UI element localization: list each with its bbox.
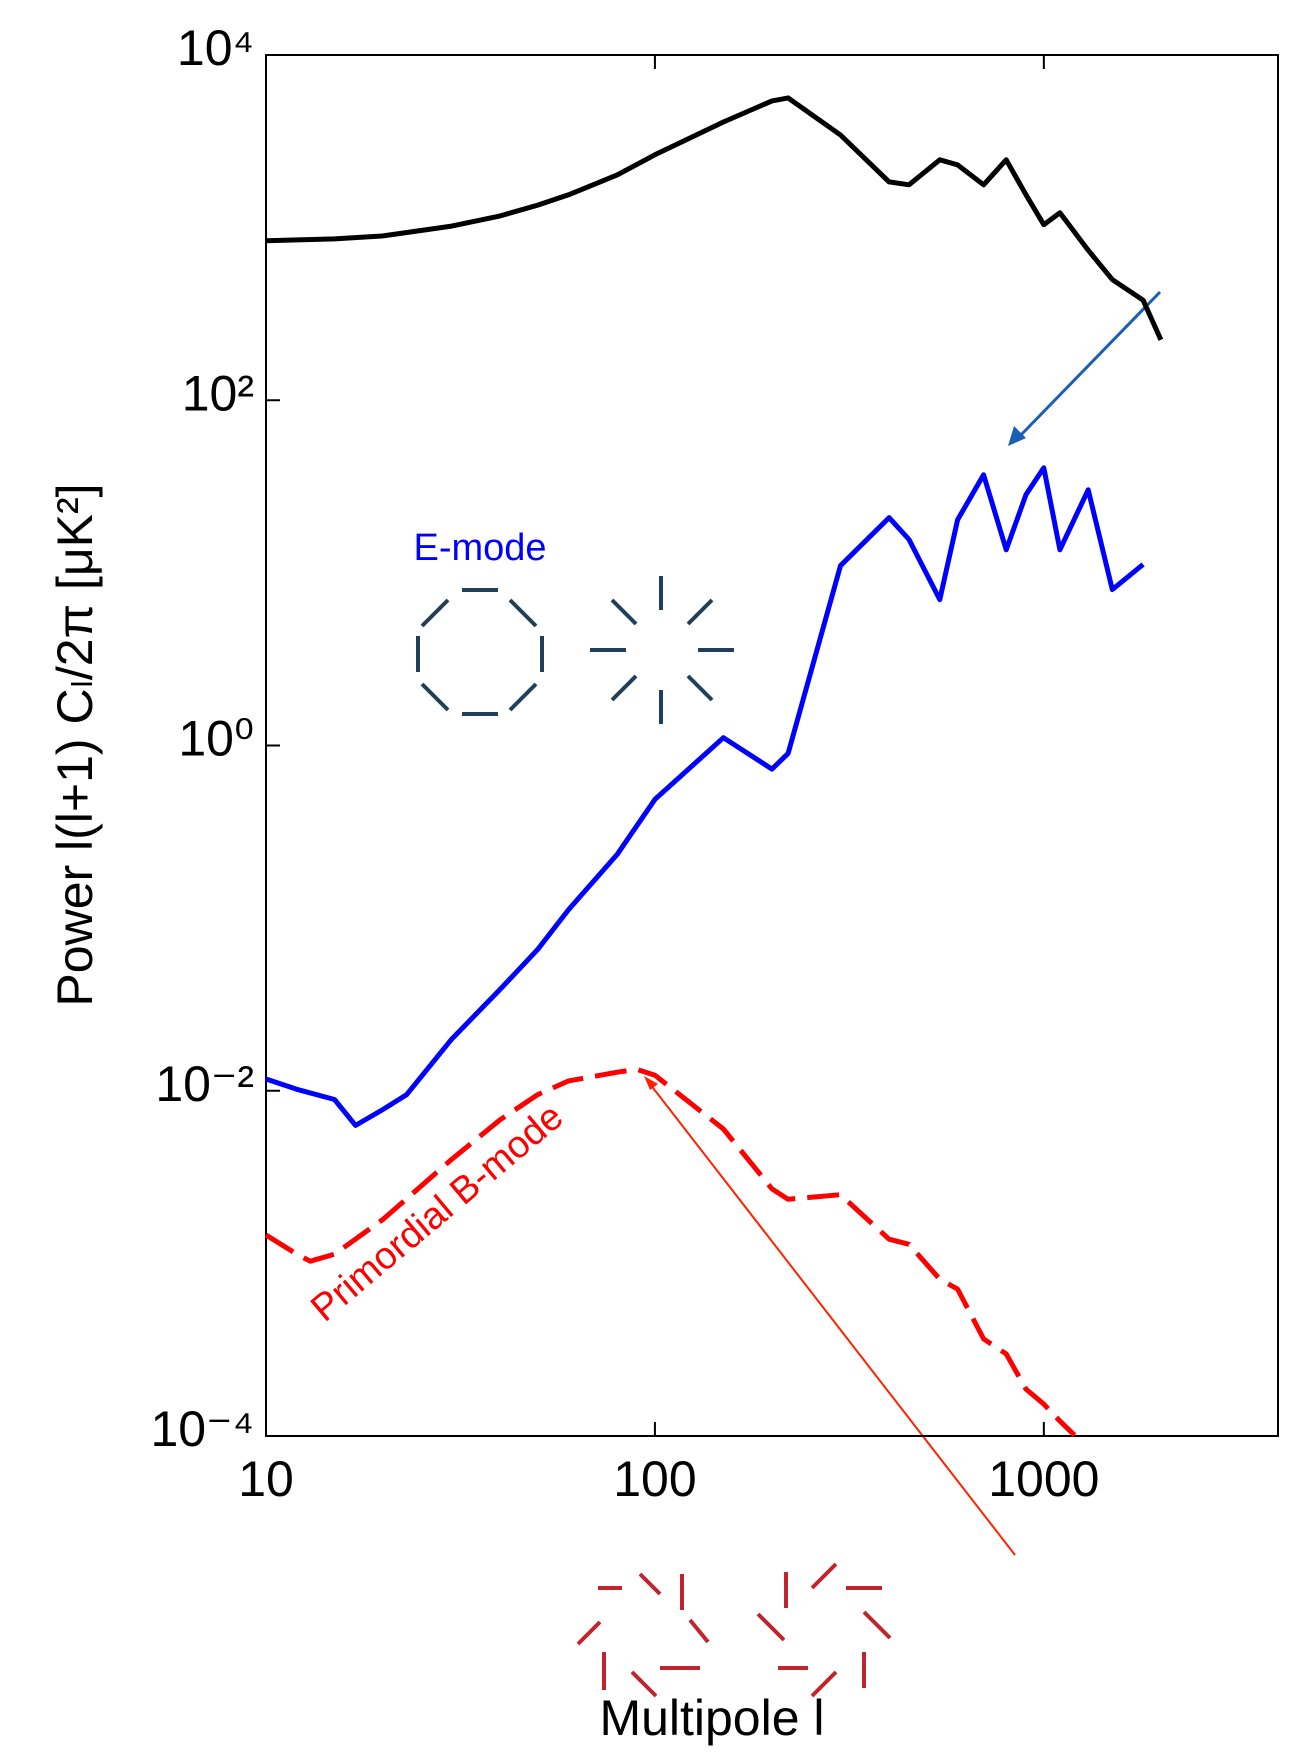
x-tick-label: 100 [613,1451,696,1507]
series-line [266,98,1161,340]
y-tick-label: 10⁻⁴ [151,1401,255,1457]
y-axis-label: Power l(l+1) Cₗ/2π [μK²] [47,483,103,1006]
series-line [266,468,1143,1126]
y-tick-label: 10² [182,365,254,421]
arrow [1018,292,1160,438]
y-tick-label: 10⁻² [155,1056,254,1112]
x-tick-label: 1000 [988,1451,1099,1507]
x-axis-label: Multipole l [599,1690,824,1746]
annotation: E-mode [413,527,546,569]
b-mode-pattern [578,1564,890,1696]
x-tick-label: 10 [238,1451,294,1507]
annotation: Primordial B-mode [303,1096,571,1330]
arrow [650,1084,1015,1555]
y-tick-label: 10⁴ [177,20,254,76]
chart: E-mode Primordial B-mode Multipole l Pow… [0,0,1292,1753]
y-tick-label: 10⁰ [178,711,254,767]
e-mode-pattern [418,576,734,724]
arrow-head [1008,426,1026,446]
